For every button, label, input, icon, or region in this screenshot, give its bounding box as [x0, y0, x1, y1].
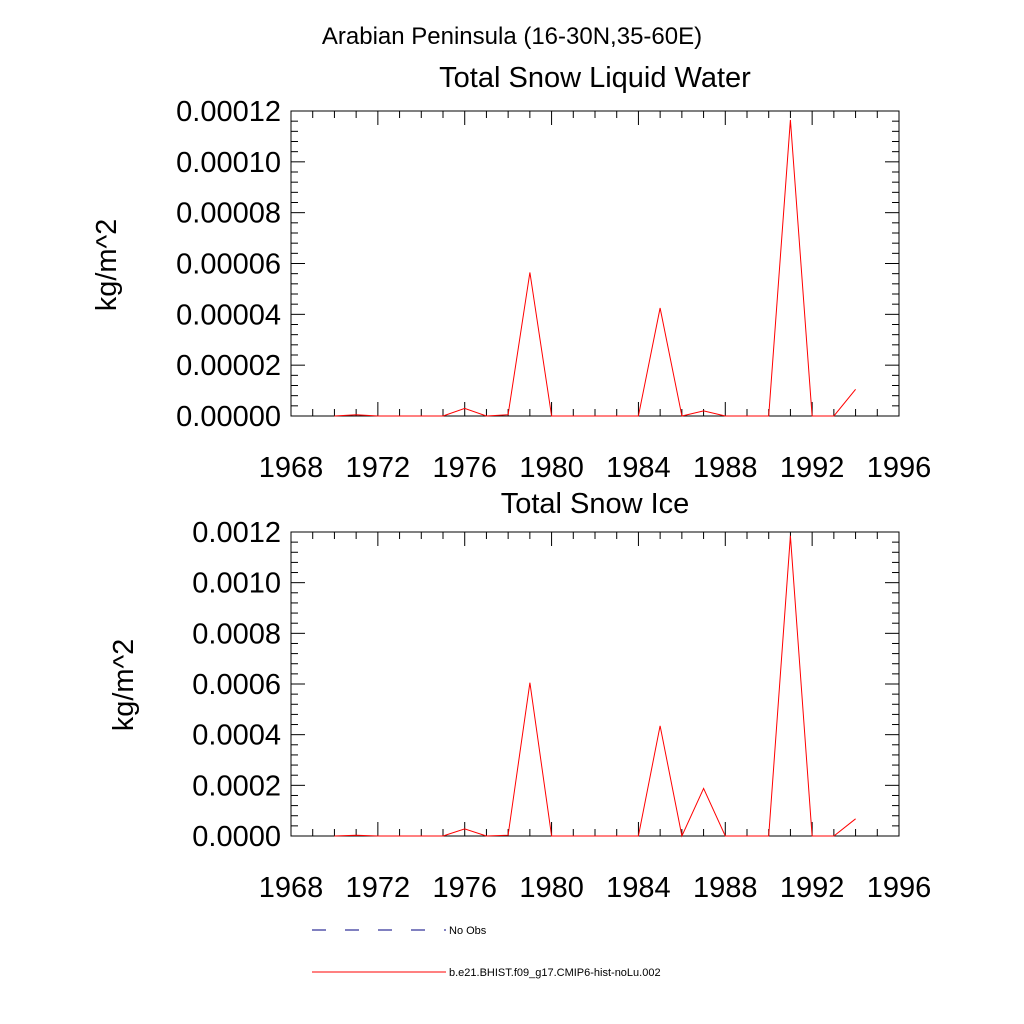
y-tick-label: 0.00012: [176, 96, 281, 128]
y-tick-label: 0.0002: [192, 770, 281, 802]
plot-frame: [290, 531, 900, 837]
x-tick-label: 1992: [780, 452, 845, 484]
y-tick-label: 0.00006: [176, 249, 281, 281]
series-lines: [334, 119, 856, 417]
x-tick-label: 1984: [606, 872, 671, 904]
x-tick-labels: 1968 1972 1976 1980 1984 1988 1992 1996: [259, 452, 932, 484]
x-tick-label: 1980: [519, 872, 584, 904]
panel-title: Total Snow Liquid Water: [439, 62, 751, 94]
axes-frame: [290, 531, 900, 837]
panel-title: Total Snow Ice: [501, 488, 690, 520]
series-line: [334, 119, 856, 417]
y-tick-labels: 0.00000 0.00002 0.00004 0.00006 0.00008 0.000…: [176, 96, 281, 433]
y-tick-label: 0.0000: [192, 821, 281, 853]
x-tick-label: 1984: [606, 452, 671, 484]
legend-label-model-run: b.e21.BHIST.f09_g17.CMIP6-hist-noLu.002: [449, 967, 661, 979]
x-tick-label: 1988: [693, 872, 758, 904]
x-tick-label: 1968: [259, 872, 324, 904]
series-lines: [334, 535, 856, 838]
x-tick-label: 1976: [432, 452, 497, 484]
x-tick-label: 1996: [867, 452, 932, 484]
legend-item-model-run: b.e21.BHIST.f09_g17.CMIP6-hist-noLu.002: [312, 967, 661, 979]
panel-snow-ice: Total Snow Ice kg/m^2 0.0000 0.0002 0.0004…: [108, 488, 931, 904]
y-tick-label: 0.00000: [176, 401, 281, 433]
x-tick-label: 1968: [259, 452, 324, 484]
x-tick-label: 1992: [780, 872, 845, 904]
x-tick-label: 1980: [519, 452, 584, 484]
y-axis-label: kg/m^2: [108, 639, 140, 732]
plot-frame: [290, 110, 900, 417]
x-tick-label: 1972: [346, 872, 411, 904]
panel-snow-liquid-water: Total Snow Liquid Water kg/m^2 0.000000.…: [91, 62, 931, 484]
x-tick-label: 1976: [432, 872, 497, 904]
y-tick-label: 0.0006: [192, 669, 281, 701]
x-tick-label: 1988: [693, 452, 758, 484]
y-tick-label: 0.00008: [176, 198, 281, 230]
y-tick-label: 0.00004: [176, 299, 281, 331]
axes-frame: [290, 110, 900, 417]
x-tick-labels: 1968 1972 1976 1980 1984 1988 1992 1996: [259, 872, 932, 904]
x-tick-label: 1996: [867, 872, 932, 904]
series-line: [334, 535, 856, 838]
y-tick-label: 0.00010: [176, 147, 281, 179]
y-tick-label: 0.0010: [192, 568, 281, 600]
y-tick-label: 0.0004: [192, 720, 281, 752]
legend-item-no-obs: No Obs: [312, 925, 487, 937]
y-tick-label: 0.00002: [176, 350, 281, 382]
y-axis-label: kg/m^2: [91, 219, 123, 312]
y-tick-label: 0.0008: [192, 618, 281, 650]
legend: No Obs b.e21.BHIST.f09_g17.CMIP6-hist-no…: [312, 925, 661, 979]
legend-label-no-obs: No Obs: [449, 925, 487, 937]
y-tick-label: 0.0012: [192, 517, 281, 549]
x-tick-label: 1972: [346, 452, 411, 484]
y-tick-labels: 0.0000 0.0002 0.0004 0.0006 0.0008 0.0010 0.00…: [192, 517, 281, 853]
figure-suptitle: Arabian Peninsula (16-30N,35-60E): [322, 23, 702, 50]
